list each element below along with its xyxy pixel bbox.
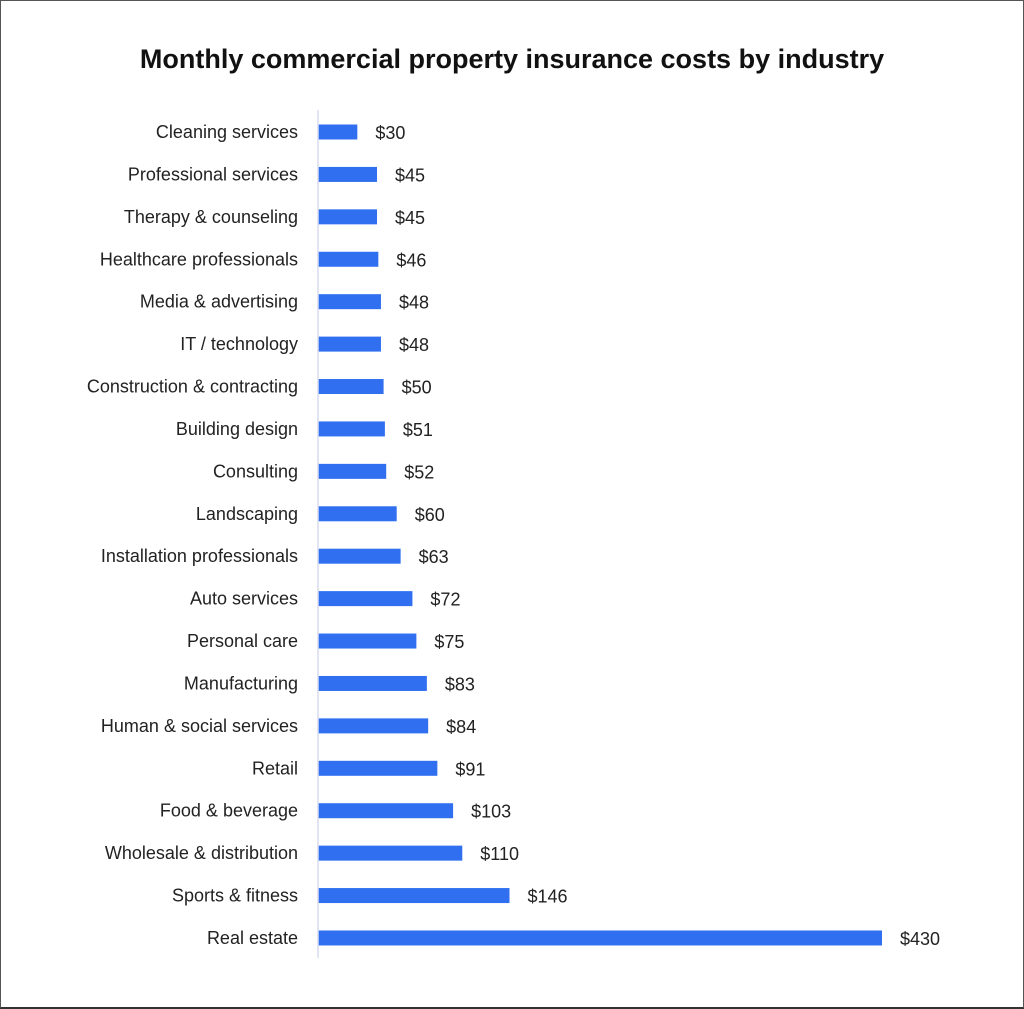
bar — [318, 845, 463, 861]
bar — [318, 124, 358, 140]
bar — [318, 930, 882, 946]
data-label: $52 — [404, 462, 434, 482]
data-label: $45 — [395, 208, 425, 228]
bar — [318, 506, 397, 522]
bar — [318, 251, 379, 267]
category-label: Human & social services — [101, 716, 298, 736]
data-label: $30 — [375, 123, 405, 143]
category-label: Consulting — [213, 461, 298, 481]
bar — [318, 591, 413, 607]
data-label: $60 — [415, 505, 445, 525]
bar — [318, 548, 401, 564]
category-label: Building design — [176, 419, 298, 439]
bar — [318, 888, 510, 904]
category-label: Healthcare professionals — [100, 249, 298, 269]
category-label: Therapy & counseling — [124, 207, 298, 227]
data-label: $430 — [900, 929, 940, 949]
bar — [318, 633, 417, 649]
data-label: $103 — [471, 802, 511, 822]
bar — [318, 209, 378, 225]
category-label: Auto services — [190, 589, 298, 609]
data-label: $75 — [434, 632, 464, 652]
bar — [318, 421, 385, 437]
category-label: Professional services — [128, 164, 298, 184]
bar — [318, 803, 454, 819]
data-label: $110 — [480, 844, 519, 864]
bar — [318, 336, 381, 352]
bar — [318, 718, 429, 734]
bar — [318, 463, 387, 479]
data-label: $83 — [445, 674, 475, 694]
bar — [318, 760, 438, 776]
category-label: Sports & fitness — [172, 886, 298, 906]
category-label: Real estate — [207, 928, 298, 948]
data-label: $46 — [396, 250, 426, 270]
bar — [318, 379, 384, 395]
data-label: $146 — [527, 887, 567, 907]
data-label: $72 — [430, 590, 460, 610]
category-label: Personal care — [187, 631, 298, 651]
data-label: $48 — [399, 293, 429, 313]
data-label: $48 — [399, 335, 429, 355]
bar — [318, 675, 427, 691]
chart-title: Monthly commercial property insurance co… — [139, 44, 885, 74]
category-label: Media & advertising — [140, 292, 298, 312]
category-label: Installation professionals — [101, 546, 298, 566]
data-label: $63 — [419, 547, 449, 567]
data-label: $51 — [403, 420, 433, 440]
category-label: IT / technology — [180, 334, 298, 354]
category-label: Construction & contracting — [87, 377, 298, 397]
category-label: Landscaping — [196, 504, 298, 524]
data-label: $50 — [402, 378, 432, 398]
data-label: $45 — [395, 165, 425, 185]
category-label: Cleaning services — [156, 122, 298, 142]
category-label: Food & beverage — [160, 801, 298, 821]
category-label: Manufacturing — [184, 673, 298, 693]
category-label: Wholesale & distribution — [105, 843, 298, 863]
category-label: Retail — [252, 758, 298, 778]
data-label: $84 — [446, 717, 476, 737]
bar — [318, 166, 378, 182]
data-label: $91 — [455, 759, 485, 779]
bar — [318, 294, 381, 310]
